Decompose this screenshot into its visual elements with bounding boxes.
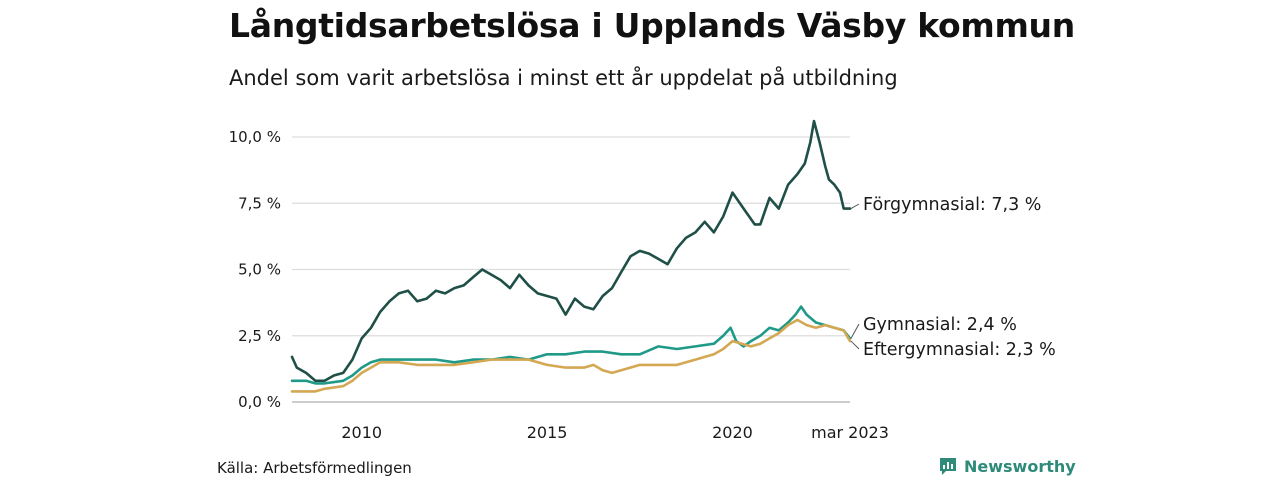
y-tick-label: 0,0 % bbox=[238, 393, 281, 411]
series-lines bbox=[290, 119, 852, 393]
end-label-leader bbox=[850, 203, 860, 209]
end-label-gymnasial: Gymnasial: 2,4 % bbox=[863, 315, 1017, 335]
series-line-eftergymnasial bbox=[290, 318, 852, 393]
y-axis-ticks: 0,0 % 2,5 % 5,0 % 7,5 % 10,0 % bbox=[229, 128, 281, 411]
y-tick-label: 2,5 % bbox=[238, 327, 281, 345]
end-label-eftergymnasial: Eftergymnasial: 2,3 % bbox=[863, 340, 1056, 360]
x-tick-label: 2015 bbox=[527, 423, 568, 442]
chart-title: Långtidsarbetslösa i Upplands Väsby komm… bbox=[229, 6, 1075, 45]
brand-name: Newsworthy bbox=[964, 456, 1076, 476]
y-tick-label: 5,0 % bbox=[238, 261, 281, 279]
series-line-gymnasial bbox=[290, 305, 852, 385]
newsworthy-logo-icon bbox=[940, 458, 956, 475]
end-label-leader bbox=[850, 340, 860, 350]
chart-subtitle: Andel som varit arbetslösa i minst ett å… bbox=[229, 66, 898, 90]
x-tick-label: 2010 bbox=[341, 423, 382, 442]
x-tick-label: 2020 bbox=[712, 423, 753, 442]
x-axis-ticks: 2010 2015 2020 mar 2023 bbox=[341, 423, 889, 442]
y-tick-label: 7,5 % bbox=[238, 194, 281, 212]
source-note: Källa: Arbetsförmedlingen bbox=[217, 459, 412, 477]
end-label-leader bbox=[850, 323, 860, 339]
y-tick-label: 10,0 % bbox=[229, 128, 281, 146]
series-line-förgymnasial bbox=[290, 119, 852, 383]
end-labels: Förgymnasial: 7,3 % Gymnasial: 2,4 % Efter… bbox=[850, 195, 1056, 360]
grid-lines bbox=[292, 136, 850, 403]
end-label-förgymnasial: Förgymnasial: 7,3 % bbox=[863, 195, 1041, 215]
brand-logo-group: Newsworthy bbox=[938, 456, 1076, 476]
x-tick-label: mar 2023 bbox=[811, 423, 889, 442]
